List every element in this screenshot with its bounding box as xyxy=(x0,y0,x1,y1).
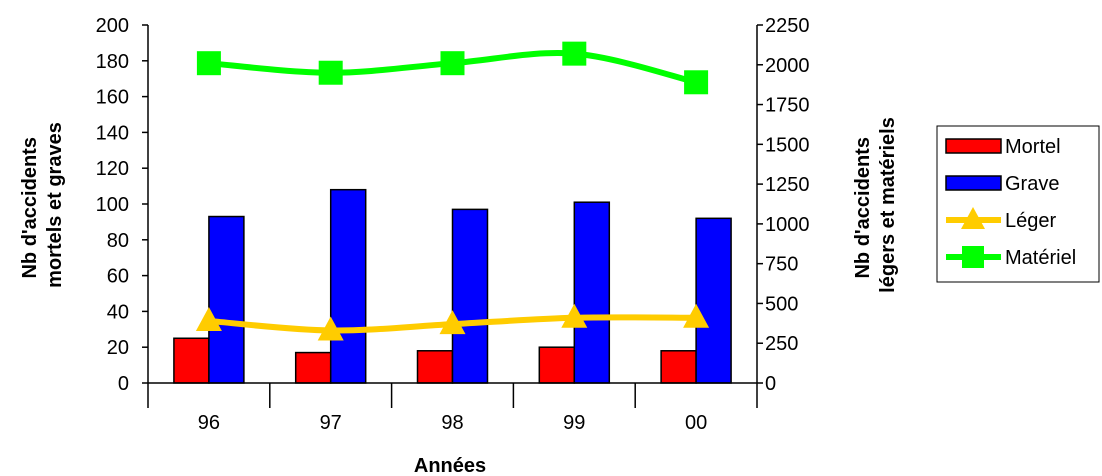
legend-swatch-mortel xyxy=(945,138,1002,154)
left-tick-label: 20 xyxy=(107,337,129,359)
marker-leger-99 xyxy=(561,303,588,328)
marker-leger-96 xyxy=(195,306,222,331)
left-tick-label: 100 xyxy=(96,194,129,216)
marker-materiel-97 xyxy=(318,60,343,85)
x-tick-labels: 96 97 98 99 00 xyxy=(198,412,707,434)
bar-mortel-00 xyxy=(660,350,697,384)
left-axis-title: Nb d'accidents mortels et graves xyxy=(19,122,66,288)
right-axis-title-line-2: légers et matériels xyxy=(877,117,899,293)
right-tick-label: 750 xyxy=(765,254,798,276)
right-tick-label: 2000 xyxy=(765,55,810,77)
left-tick-label: 120 xyxy=(96,158,129,180)
marker-materiel-96 xyxy=(196,51,221,76)
axes-group xyxy=(142,24,763,408)
bar-grave-96 xyxy=(208,215,245,384)
left-tick-label: 0 xyxy=(118,373,129,395)
bar-grave-00 xyxy=(695,217,732,384)
right-tick-label: 1250 xyxy=(765,174,810,196)
right-axis-title-line-1: Nb d'accidents xyxy=(852,137,874,278)
legend-swatch-grave xyxy=(945,175,1002,191)
legend-marker-leger xyxy=(961,207,985,229)
x-tick-label: 97 xyxy=(320,412,342,434)
bar-mortel-96 xyxy=(173,337,210,384)
left-tick-label: 40 xyxy=(107,301,129,323)
marker-leger-97 xyxy=(317,316,344,341)
x-tick-label: 96 xyxy=(198,412,220,434)
legend-items: Mortel Grave Léger Matériel xyxy=(945,136,1076,269)
left-tick-label: 140 xyxy=(96,122,129,144)
left-tick-label: 180 xyxy=(96,51,129,73)
legend-label-leger: Léger xyxy=(1005,210,1056,232)
x-tick-label: 99 xyxy=(563,412,585,434)
legend: Mortel Grave Léger Matériel xyxy=(936,125,1100,283)
left-tick-label: 80 xyxy=(107,230,129,252)
legend-label-materiel: Matériel xyxy=(1005,247,1076,269)
left-axis-title-line-1: Nb d'accidents xyxy=(19,137,41,278)
bar-series-group xyxy=(173,188,732,384)
legend-label-grave: Grave xyxy=(1005,173,1059,195)
bar-mortel-98 xyxy=(416,350,454,384)
bar-grave-97 xyxy=(329,188,367,384)
right-axis-title: Nb d'accidents légers et matériels xyxy=(852,117,899,293)
legend-label-mortel: Mortel xyxy=(1005,136,1061,158)
right-tick-label: 0 xyxy=(765,373,776,395)
left-tick-label: 200 xyxy=(96,15,129,37)
marker-materiel-00 xyxy=(684,70,709,95)
right-tick-label: 1500 xyxy=(765,134,810,156)
bar-mortel-99 xyxy=(538,346,576,384)
marker-leger-98 xyxy=(439,310,466,335)
right-tick-label: 1000 xyxy=(765,214,810,236)
bar-grave-99 xyxy=(573,201,611,384)
left-tick-labels: 0 20 40 60 80 100 120 140 160 180 200 xyxy=(96,15,129,395)
bar-grave-98 xyxy=(451,208,489,384)
right-tick-label: 250 xyxy=(765,333,798,355)
left-tick-label: 60 xyxy=(107,266,129,288)
bar-mortel-97 xyxy=(294,351,332,384)
right-tick-labels: 0 250 500 750 1000 1250 1500 1750 2000 2250 xyxy=(765,15,810,395)
x-tick-label: 00 xyxy=(685,412,707,434)
right-tick-label: 500 xyxy=(765,293,798,315)
marker-materiel-99 xyxy=(562,41,587,66)
left-tick-label: 160 xyxy=(96,87,129,109)
left-axis-title-line-2: mortels et graves xyxy=(44,122,66,288)
marker-leger-00 xyxy=(683,303,710,328)
line-series-group xyxy=(195,41,710,341)
x-axis-title: Années xyxy=(414,455,486,476)
x-tick-label: 98 xyxy=(441,412,463,434)
legend-marker-materiel xyxy=(962,246,984,268)
marker-materiel-98 xyxy=(440,51,465,76)
right-tick-label: 2250 xyxy=(765,15,810,37)
right-tick-label: 1750 xyxy=(765,95,810,117)
